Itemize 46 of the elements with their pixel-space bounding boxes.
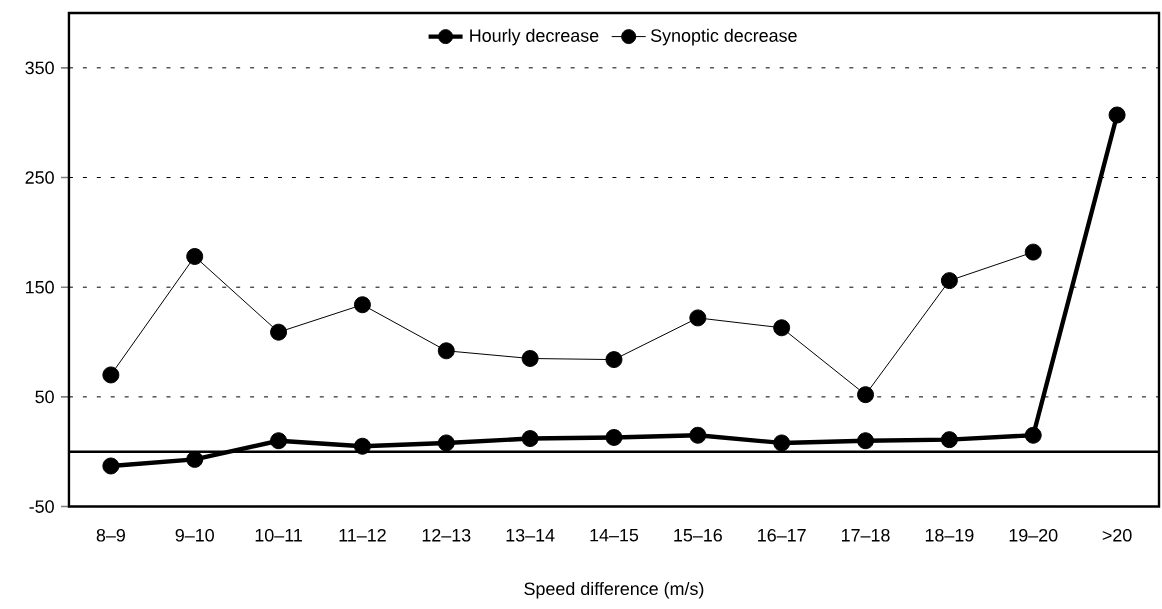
y-tick-label: -50 [29,499,54,513]
x-tick-label: >20 [1102,528,1132,542]
x-tick-label: 11–12 [339,528,386,542]
point [1024,426,1042,444]
point [605,350,623,368]
x-tick-label: 13–14 [506,528,555,542]
x-tick-label: 14–15 [590,528,639,542]
x-tick-label: 19–20 [1009,528,1058,542]
y-tick-label: 50 [35,390,54,403]
point [437,434,455,452]
point [689,309,707,327]
x-tick-label: 8–9 [96,528,125,542]
point [186,450,204,468]
x-tick-label: 15–16 [674,528,722,542]
y-tick-label: 250 [25,170,54,184]
point [689,426,707,444]
y-tick-label: 150 [26,280,54,294]
x-tick-label: 18–19 [925,528,974,542]
x-tick-label: 9–10 [175,528,214,542]
point [1108,106,1126,124]
legend-label: Hourly decrease [470,28,599,46]
point [857,432,874,449]
point [773,319,791,337]
x-tick-label: 10–11 [255,528,302,542]
point [605,428,623,446]
x-tick-label: 16–17 [758,528,806,542]
x-axis-title: Speed difference (m/s) [524,581,704,599]
point [353,296,371,313]
point [353,437,371,455]
point [186,247,204,265]
x-tick-label: 12–13 [422,528,471,542]
point [1024,243,1042,261]
y-tick-label: 350 [25,61,54,74]
legend-label: Synoptic decrease [650,28,797,46]
point [857,385,874,403]
point [270,323,288,341]
point [940,271,958,289]
point [102,366,120,384]
point [102,457,120,475]
point [521,429,539,447]
point [940,430,958,448]
point [773,434,791,452]
point [521,349,539,367]
point [437,342,455,360]
x-tick-label: 17–18 [841,528,890,542]
point [270,432,288,449]
